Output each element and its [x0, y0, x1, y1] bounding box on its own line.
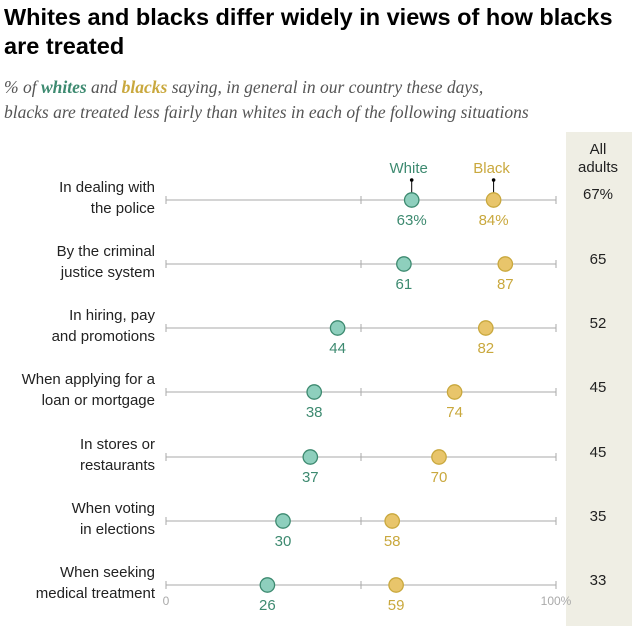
subtitle-whites-word: whites — [40, 77, 87, 97]
category-label: in elections — [80, 521, 155, 538]
category-label: When seeking — [60, 564, 155, 581]
category-label: When voting — [72, 500, 155, 517]
black-value-label: 58 — [384, 533, 401, 550]
all-adults-value: 45 — [590, 379, 607, 396]
category-label: medical treatment — [36, 585, 156, 602]
black-value-label: 87 — [497, 276, 514, 293]
black-dot — [431, 449, 447, 465]
white-value-label: 44 — [329, 340, 346, 357]
white-value-label: 38 — [306, 404, 323, 421]
legend-black-label: Black — [473, 160, 510, 177]
white-value-label: 26 — [259, 597, 276, 614]
black-dot — [384, 513, 401, 529]
subtitle-rest-line1: saying, in general in our country these … — [167, 77, 484, 97]
white-dot — [403, 192, 420, 208]
chart-title: Whites and blacks differ widely in views… — [4, 4, 613, 59]
black-value-label: 70 — [431, 469, 448, 486]
subtitle-line2: blacks are treated less fairly than whit… — [4, 102, 529, 122]
all-adults-value: 45 — [590, 444, 607, 461]
white-dot — [302, 449, 319, 465]
all-adults-value: 52 — [590, 315, 607, 332]
legend-white-label: White — [390, 160, 428, 177]
white-dot — [306, 384, 323, 400]
black-value-label: 74 — [446, 404, 463, 421]
all-adults-value: 67% — [583, 186, 613, 203]
white-value-label: 37 — [302, 469, 319, 486]
white-dot — [396, 256, 412, 272]
all-adults-header: All — [590, 141, 607, 158]
white-value-label: 63% — [397, 212, 427, 229]
subtitle-and-word: and — [86, 77, 122, 97]
black-dot — [388, 577, 404, 593]
all-adults-column — [566, 132, 632, 626]
category-label: restaurants — [80, 457, 155, 474]
all-adults-header: adults — [578, 159, 618, 176]
all-adults-value: 35 — [590, 508, 607, 525]
category-label: and promotions — [52, 328, 155, 345]
category-label: In hiring, pay — [69, 307, 155, 324]
black-dot — [446, 384, 463, 400]
white-dot — [275, 513, 291, 529]
black-value-label: 84% — [479, 212, 509, 229]
black-value-label: 82 — [477, 340, 494, 357]
category-label: justice system — [60, 264, 155, 281]
white-value-label: 30 — [275, 533, 292, 550]
category-label: the police — [91, 200, 155, 217]
white-dot — [259, 577, 276, 593]
white-value-label: 61 — [396, 276, 413, 293]
category-label: By the criminal — [57, 243, 155, 260]
black-dot — [485, 192, 502, 208]
black-dot — [497, 256, 514, 272]
category-label: In stores or — [80, 436, 155, 453]
subtitle-blacks-word: blacks — [121, 77, 168, 97]
all-adults-value: 65 — [590, 251, 607, 268]
legend-white-pointer-dot — [409, 178, 414, 182]
black-value-label: 59 — [388, 597, 405, 614]
category-label: In dealing with — [59, 179, 155, 196]
x-tick-label: 100% — [541, 594, 572, 608]
white-dot — [329, 320, 346, 336]
black-dot — [477, 320, 494, 336]
chart-subtitle: % of whites and blacks saying, in genera… — [4, 75, 632, 125]
category-label: When applying for a — [22, 371, 156, 388]
subtitle-prefix: % of — [4, 77, 41, 97]
all-adults-value: 33 — [590, 572, 607, 589]
x-tick-label: 0 — [163, 594, 170, 608]
category-label: loan or mortgage — [42, 392, 155, 409]
legend-black-pointer-dot — [491, 178, 496, 182]
